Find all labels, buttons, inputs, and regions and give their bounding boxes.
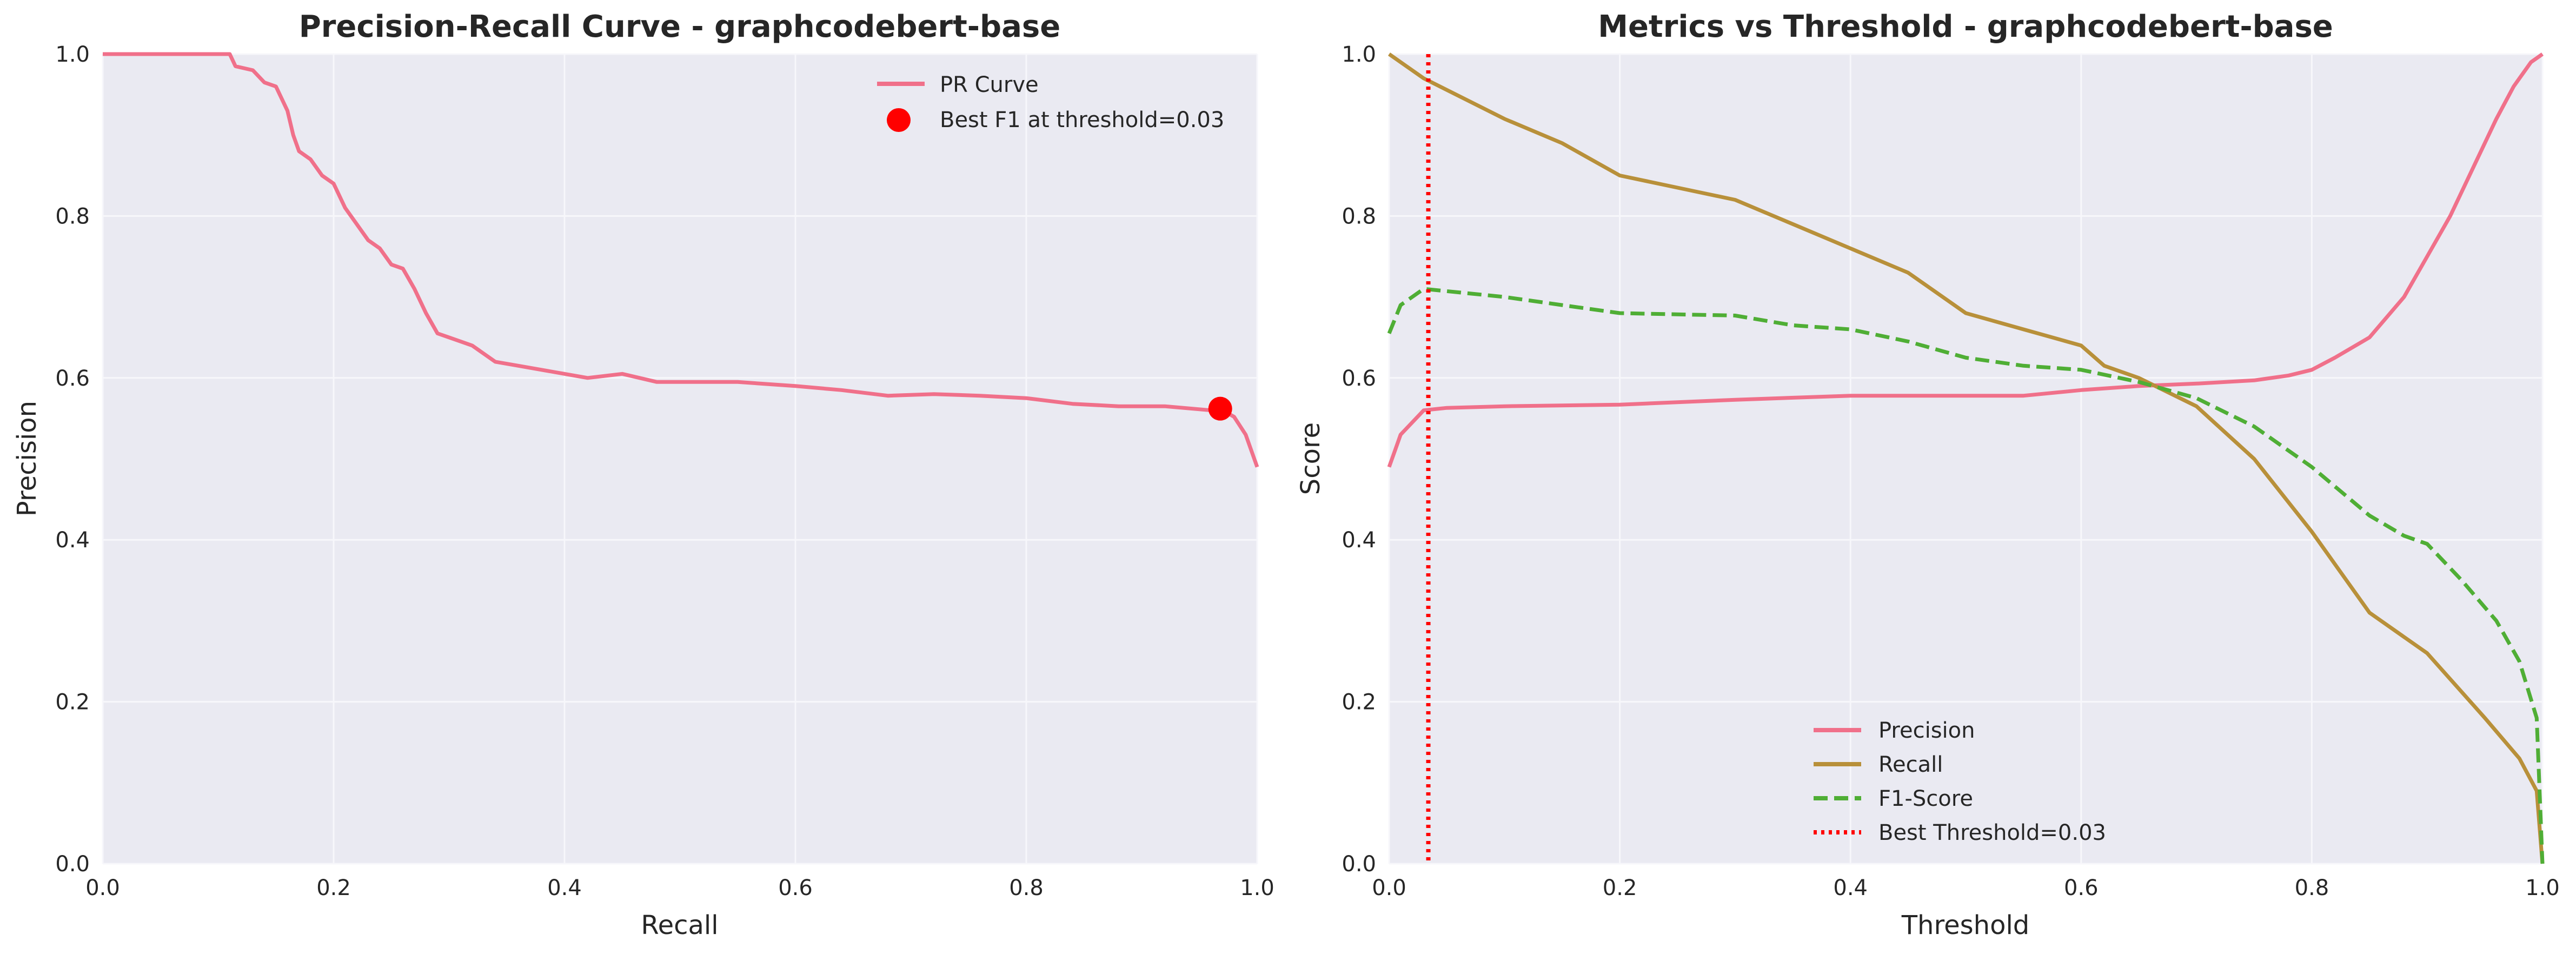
threshold-y-tick-label: 1.0	[1342, 42, 1376, 67]
threshold-x-tick-label: 0.4	[1833, 876, 1868, 900]
pr-y-tick-label: 0.4	[55, 528, 90, 553]
threshold-plot-area	[1389, 54, 2542, 864]
threshold-x-tick-label: 0.0	[1372, 876, 1406, 900]
pr-x-tick-label: 0.4	[547, 876, 582, 900]
pr-x-axis-label: Recall	[641, 910, 718, 940]
pr-x-tick-label: 1.0	[1240, 876, 1274, 900]
pr-plot-area	[103, 54, 1257, 864]
legend-label-recall: Recall	[1878, 752, 1943, 777]
best-f1-marker	[1208, 396, 1232, 421]
threshold-y-tick-label: 0.8	[1342, 204, 1376, 229]
pr-legend: PR Curve Best F1 at threshold=0.03	[877, 72, 1224, 132]
threshold-y-tick-label: 0.2	[1342, 690, 1376, 715]
threshold-x-axis-label: Threshold	[1901, 910, 2030, 940]
threshold-metrics-panel: 0.0 0.2 0.4 0.6 0.8 1.0 0.0 0.2 0.4 0.6 0.8 1.0 Met…	[1296, 9, 2560, 940]
pr-ticks: 0.0 0.2 0.4 0.6 0.8 1.0 0.0 0.2 0.4 0.6 0.8 1.0	[55, 42, 1274, 900]
threshold-y-tick-label: 0.4	[1342, 528, 1376, 553]
pr-x-tick-label: 0.6	[778, 876, 813, 900]
legend-swatch-best-f1	[887, 108, 911, 132]
pr-x-tick-label: 0.8	[1009, 876, 1044, 900]
recall-line	[1387, 52, 2545, 864]
f1-score-line	[1387, 287, 2545, 864]
pr-y-tick-label: 0.2	[55, 690, 90, 715]
threshold-x-tick-label: 1.0	[2525, 876, 2560, 900]
pr-chart-title: Precision-Recall Curve - graphcodebert-b…	[299, 9, 1060, 44]
pr-x-tick-label: 0.0	[85, 876, 120, 900]
legend-label-pr-curve: PR Curve	[940, 72, 1039, 97]
pr-curve-panel: 0.0 0.2 0.4 0.6 0.8 1.0 0.0 0.2 0.4 0.6 0.8 1.0 Pre…	[12, 9, 1274, 940]
pr-x-tick-label: 0.2	[316, 876, 351, 900]
threshold-y-tick-label: 0.0	[1342, 852, 1376, 877]
threshold-series	[1387, 52, 2545, 864]
legend-label-precision: Precision	[1878, 718, 1975, 743]
pr-y-axis-label: Precision	[12, 401, 42, 516]
legend-label-f1-score: F1-Score	[1878, 786, 1973, 811]
precision-line	[1387, 52, 2544, 468]
legend-label-best-f1: Best F1 at threshold=0.03	[940, 108, 1224, 132]
pr-y-tick-label: 0.6	[55, 366, 90, 391]
pr-y-tick-label: 1.0	[55, 42, 90, 67]
pr-y-tick-label: 0.0	[55, 852, 90, 877]
threshold-y-axis-label: Score	[1296, 422, 1326, 495]
pr-series	[103, 52, 1259, 468]
threshold-chart-title: Metrics vs Threshold - graphcodebert-bas…	[1598, 9, 2333, 44]
threshold-legend: Precision Recall F1-Score Best Threshold…	[1814, 718, 2106, 845]
pr-grid	[102, 53, 1258, 865]
threshold-ticks: 0.0 0.2 0.4 0.6 0.8 1.0 0.0 0.2 0.4 0.6 0.8 1.0	[1342, 42, 2559, 900]
pr-y-tick-label: 0.8	[55, 204, 90, 229]
threshold-y-tick-label: 0.6	[1342, 366, 1376, 391]
threshold-x-tick-label: 0.8	[2295, 876, 2329, 900]
threshold-x-tick-label: 0.2	[1603, 876, 1637, 900]
legend-label-best-threshold: Best Threshold=0.03	[1878, 820, 2106, 845]
pr-curve-line	[103, 52, 1259, 468]
threshold-x-tick-label: 0.6	[2064, 876, 2099, 900]
